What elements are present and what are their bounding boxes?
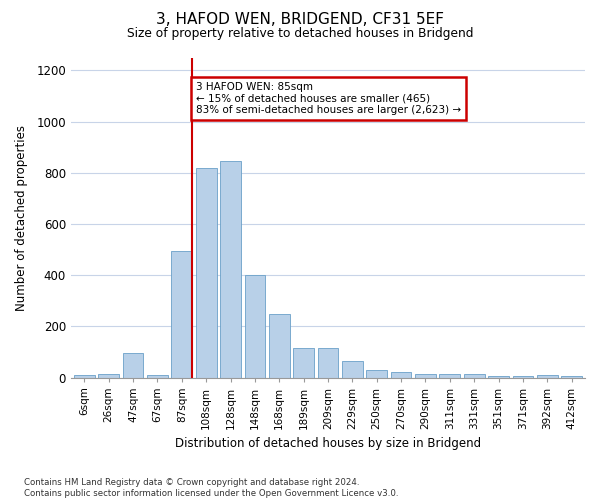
Bar: [269, 314, 290, 378]
Text: 3 HAFOD WEN: 85sqm
← 15% of detached houses are smaller (465)
83% of semi-detach: 3 HAFOD WEN: 85sqm ← 15% of detached hou…: [196, 82, 461, 115]
Bar: [415, 374, 436, 378]
Bar: [391, 372, 412, 378]
Text: 3, HAFOD WEN, BRIDGEND, CF31 5EF: 3, HAFOD WEN, BRIDGEND, CF31 5EF: [156, 12, 444, 28]
Bar: [512, 376, 533, 378]
Bar: [464, 374, 485, 378]
Bar: [488, 376, 509, 378]
Bar: [196, 168, 217, 378]
Bar: [220, 161, 241, 378]
Bar: [147, 375, 168, 378]
Bar: [439, 374, 460, 378]
Bar: [123, 353, 143, 378]
Text: Size of property relative to detached houses in Bridgend: Size of property relative to detached ho…: [127, 28, 473, 40]
Text: Contains HM Land Registry data © Crown copyright and database right 2024.
Contai: Contains HM Land Registry data © Crown c…: [24, 478, 398, 498]
Y-axis label: Number of detached properties: Number of detached properties: [15, 124, 28, 310]
Bar: [98, 374, 119, 378]
Bar: [537, 375, 557, 378]
X-axis label: Distribution of detached houses by size in Bridgend: Distribution of detached houses by size …: [175, 437, 481, 450]
Bar: [342, 361, 362, 378]
Bar: [317, 348, 338, 378]
Bar: [367, 370, 387, 378]
Bar: [293, 348, 314, 378]
Bar: [74, 375, 95, 378]
Bar: [561, 376, 582, 378]
Bar: [245, 275, 265, 378]
Bar: [172, 251, 192, 378]
